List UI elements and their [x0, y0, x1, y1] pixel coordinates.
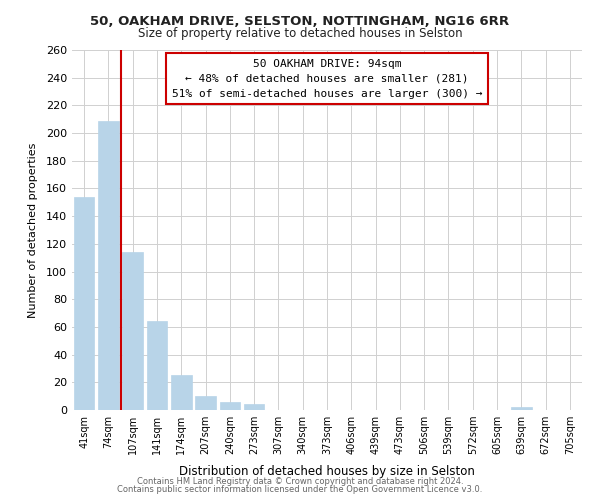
Bar [195, 396, 216, 410]
Text: 50, OAKHAM DRIVE, SELSTON, NOTTINGHAM, NG16 6RR: 50, OAKHAM DRIVE, SELSTON, NOTTINGHAM, N… [91, 15, 509, 28]
Bar [122, 252, 143, 410]
Bar [511, 407, 532, 410]
X-axis label: Distribution of detached houses by size in Selston: Distribution of detached houses by size … [179, 466, 475, 478]
Text: 50 OAKHAM DRIVE: 94sqm
← 48% of detached houses are smaller (281)
51% of semi-de: 50 OAKHAM DRIVE: 94sqm ← 48% of detached… [172, 59, 482, 98]
Text: Contains public sector information licensed under the Open Government Licence v3: Contains public sector information licen… [118, 484, 482, 494]
Bar [146, 322, 167, 410]
Y-axis label: Number of detached properties: Number of detached properties [28, 142, 38, 318]
Bar [171, 376, 191, 410]
Bar [220, 402, 240, 410]
Text: Contains HM Land Registry data © Crown copyright and database right 2024.: Contains HM Land Registry data © Crown c… [137, 477, 463, 486]
Text: Size of property relative to detached houses in Selston: Size of property relative to detached ho… [137, 28, 463, 40]
Bar [244, 404, 265, 410]
Bar [98, 120, 119, 410]
Bar [74, 197, 94, 410]
